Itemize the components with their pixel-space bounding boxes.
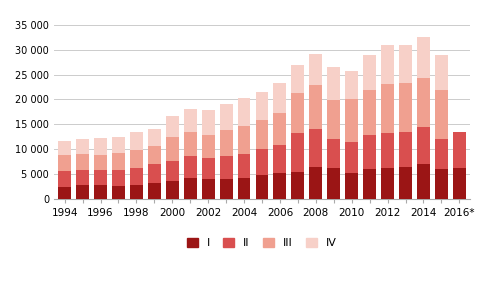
Bar <box>94 185 107 199</box>
Bar <box>309 129 322 167</box>
Bar <box>238 154 250 178</box>
Bar <box>417 78 430 127</box>
Bar <box>58 141 71 156</box>
Bar <box>291 133 304 172</box>
Bar <box>219 156 233 179</box>
Bar <box>130 185 143 199</box>
Bar <box>94 170 107 185</box>
Bar <box>184 178 197 199</box>
Bar <box>112 153 125 170</box>
Bar <box>417 127 430 164</box>
Bar <box>202 158 215 179</box>
Bar <box>291 172 304 199</box>
Bar <box>345 71 358 99</box>
Bar <box>309 167 322 199</box>
Bar <box>381 45 394 84</box>
Bar <box>184 156 197 178</box>
Bar <box>273 145 286 173</box>
Bar <box>435 169 448 199</box>
Bar <box>345 142 358 173</box>
Bar <box>453 132 466 168</box>
Bar <box>273 173 286 199</box>
Bar <box>76 139 89 154</box>
Bar <box>363 90 376 135</box>
Bar <box>148 183 161 199</box>
Bar <box>453 168 466 199</box>
Bar <box>363 55 376 90</box>
Bar <box>291 65 304 93</box>
Bar <box>399 167 412 199</box>
Bar <box>219 179 233 199</box>
Bar <box>255 149 269 175</box>
Bar <box>76 170 89 185</box>
Bar <box>255 175 269 199</box>
Bar <box>273 83 286 113</box>
Legend: I, II, III, IV: I, II, III, IV <box>187 238 337 248</box>
Bar <box>184 132 197 156</box>
Bar <box>309 85 322 129</box>
Bar <box>291 93 304 133</box>
Bar <box>435 139 448 169</box>
Bar <box>202 110 215 135</box>
Bar <box>94 138 107 155</box>
Bar <box>219 104 233 130</box>
Bar <box>381 84 394 133</box>
Bar <box>58 171 71 187</box>
Bar <box>166 161 179 181</box>
Bar <box>327 67 340 100</box>
Bar <box>435 55 448 90</box>
Bar <box>76 185 89 199</box>
Bar <box>58 187 71 199</box>
Bar <box>166 137 179 161</box>
Bar <box>238 126 250 154</box>
Bar <box>238 98 250 126</box>
Bar <box>363 135 376 169</box>
Bar <box>76 154 89 170</box>
Bar <box>130 132 143 150</box>
Bar <box>148 129 161 146</box>
Bar <box>130 150 143 168</box>
Bar <box>327 168 340 199</box>
Bar <box>327 139 340 168</box>
Bar <box>435 90 448 139</box>
Bar <box>399 45 412 83</box>
Bar <box>94 155 107 170</box>
Bar <box>238 178 250 199</box>
Bar <box>381 133 394 168</box>
Bar <box>363 169 376 199</box>
Bar <box>202 179 215 199</box>
Bar <box>255 92 269 120</box>
Bar <box>148 146 161 164</box>
Bar <box>130 168 143 185</box>
Bar <box>112 137 125 153</box>
Bar <box>202 135 215 158</box>
Bar <box>309 54 322 85</box>
Bar <box>417 37 430 78</box>
Bar <box>399 83 412 132</box>
Bar <box>58 156 71 171</box>
Bar <box>112 170 125 186</box>
Bar <box>399 132 412 167</box>
Bar <box>345 173 358 199</box>
Bar <box>166 181 179 199</box>
Bar <box>417 164 430 199</box>
Bar <box>345 99 358 142</box>
Bar <box>255 120 269 149</box>
Bar <box>327 100 340 139</box>
Bar <box>166 116 179 137</box>
Bar <box>273 113 286 145</box>
Bar <box>184 109 197 132</box>
Bar <box>381 168 394 199</box>
Bar <box>148 164 161 183</box>
Bar <box>112 186 125 199</box>
Bar <box>219 130 233 156</box>
